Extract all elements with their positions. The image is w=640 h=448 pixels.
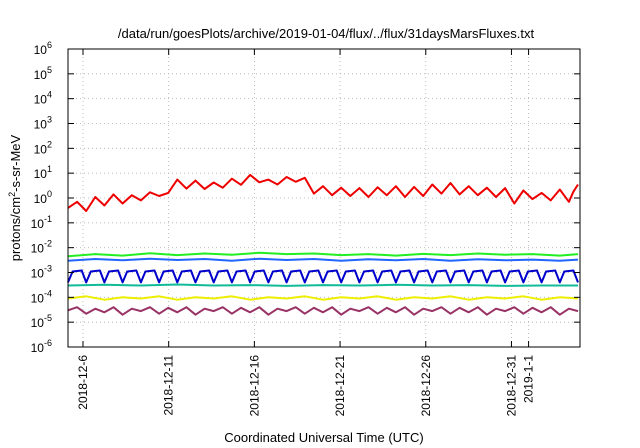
y-tick-label: 100 — [34, 189, 52, 206]
y-tick-mantissa: 10 — [34, 43, 48, 57]
x-tick-label: 2018-12-21 — [333, 355, 347, 417]
x-tick-label: 2018-12-11 — [162, 355, 176, 416]
y-tick-label: 10-4 — [31, 288, 52, 305]
series-line — [67, 269, 579, 284]
y-axis-ticks: 10-610-510-410-310-210-11001011021031041… — [31, 40, 580, 355]
y-tick-mantissa: 10 — [34, 167, 48, 181]
y-tick-mantissa: 10 — [31, 341, 45, 355]
series-line — [67, 251, 579, 258]
y-tick-label: 106 — [34, 40, 52, 57]
y-tick-mantissa: 10 — [34, 192, 48, 206]
y-tick-exponent: 6 — [47, 40, 52, 50]
y-axis-label-sup: 2 — [7, 192, 17, 197]
y-tick-exponent: -2 — [44, 239, 52, 249]
y-tick-label: 10-1 — [31, 214, 52, 231]
y-tick-mantissa: 10 — [31, 316, 45, 330]
y-tick-mantissa: 10 — [34, 68, 48, 82]
y-tick-label: 104 — [34, 90, 52, 107]
y-tick-exponent: -5 — [44, 313, 52, 323]
y-axis-label-rest: -s-sr-MeV — [8, 134, 23, 191]
series-line — [67, 283, 578, 287]
data-series — [67, 173, 579, 316]
x-axis-label: Coordinated Universal Time (UTC) — [224, 430, 423, 445]
y-tick-mantissa: 10 — [31, 242, 45, 256]
y-tick-exponent: 4 — [47, 90, 52, 100]
x-axis-ticks: 2018-12-6 2018-12-11 2018-12-16 2018-12-21 2… — [76, 49, 536, 416]
y-tick-label: 10-2 — [31, 239, 52, 256]
series-line — [67, 257, 579, 262]
x-tick-label: 2018-12-16 — [247, 355, 261, 417]
y-tick-mantissa: 10 — [34, 142, 48, 156]
x-tick-label: 2018-12-26 — [419, 355, 433, 417]
y-tick-exponent: -6 — [44, 338, 52, 348]
y-axis-label-base: protons/cm — [8, 197, 23, 261]
y-tick-label: 10-6 — [31, 338, 52, 355]
y-tick-exponent: 3 — [47, 115, 52, 125]
x-tick-label: 2018-12-31 — [504, 355, 518, 417]
y-tick-label: 101 — [34, 164, 52, 181]
y-tick-label: 10-5 — [31, 313, 52, 330]
y-tick-exponent: 2 — [47, 139, 52, 149]
y-tick-label: 105 — [34, 65, 52, 82]
grid-lines — [68, 49, 580, 347]
y-tick-label: 103 — [34, 115, 52, 132]
y-tick-exponent: 0 — [47, 189, 52, 199]
y-tick-exponent: -1 — [44, 214, 52, 224]
y-tick-exponent: 1 — [47, 164, 52, 174]
y-tick-exponent: -3 — [44, 264, 52, 274]
y-axis-label: protons/cm2-s-sr-MeV — [7, 134, 23, 261]
y-tick-exponent: 5 — [47, 65, 52, 75]
chart-title: /data/run/goesPlots/archive/2019-01-04/f… — [118, 26, 535, 41]
series-line — [67, 295, 579, 301]
y-tick-mantissa: 10 — [34, 118, 48, 132]
x-tick-label: 2018-12-6 — [76, 355, 90, 410]
y-tick-exponent: -4 — [44, 288, 52, 298]
y-tick-mantissa: 10 — [34, 93, 48, 107]
x-tick-label: 2019-1-1 — [522, 355, 536, 403]
y-tick-mantissa: 10 — [31, 217, 45, 231]
series-line — [67, 173, 579, 212]
y-tick-mantissa: 10 — [31, 291, 45, 305]
y-tick-label: 10-3 — [31, 264, 52, 281]
y-tick-label: 102 — [34, 139, 52, 156]
series-line — [67, 306, 579, 316]
y-tick-mantissa: 10 — [31, 267, 45, 281]
